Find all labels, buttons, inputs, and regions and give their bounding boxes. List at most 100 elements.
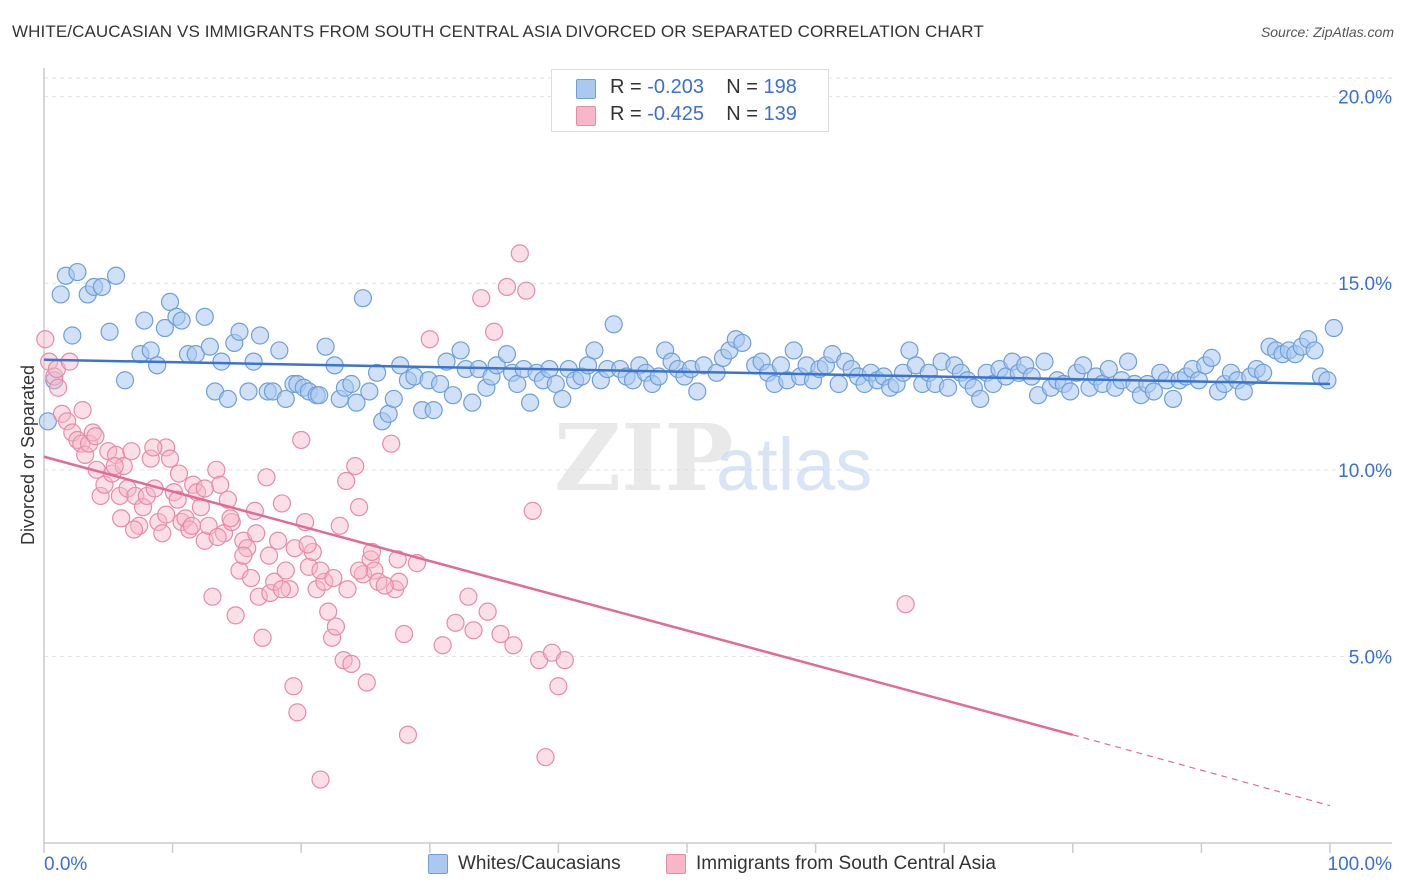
data-point-immigrants xyxy=(349,498,369,517)
data-point-whites xyxy=(463,393,482,412)
data-point-immigrants xyxy=(324,568,343,588)
data-point-whites xyxy=(51,285,70,304)
data-point-immigrants xyxy=(265,572,284,591)
data-point-whites xyxy=(553,389,572,409)
legend-r-value: -0.425 xyxy=(647,103,704,125)
data-point-immigrants xyxy=(36,330,55,349)
data-point-immigrants xyxy=(241,568,261,588)
data-point-immigrants xyxy=(357,673,376,692)
data-point-immigrants xyxy=(149,512,168,532)
data-point-immigrants xyxy=(288,703,307,722)
data-point-immigrants xyxy=(375,576,394,595)
data-point-immigrants xyxy=(346,456,365,476)
data-point-immigrants xyxy=(124,520,144,539)
legend-n-label: N = xyxy=(726,76,758,98)
data-point-whites xyxy=(230,322,249,341)
data-point-immigrants xyxy=(176,509,195,528)
data-point-immigrants xyxy=(221,509,240,528)
data-point-immigrants xyxy=(549,677,568,696)
data-point-immigrants xyxy=(555,651,574,670)
data-point-whites xyxy=(938,378,958,397)
data-point-immigrants xyxy=(72,434,91,453)
bottom-legend-swatch-whites xyxy=(428,854,448,874)
data-point-immigrants xyxy=(110,486,129,506)
data-point-immigrants xyxy=(276,561,295,580)
data-point-immigrants xyxy=(157,505,176,524)
bottom-legend-label-whites: Whites/Caucasians xyxy=(458,853,621,874)
data-point-immigrants xyxy=(322,628,342,647)
y-tick-label: 5.0% xyxy=(1349,647,1392,668)
data-point-immigrants xyxy=(485,322,504,341)
data-point-immigrants xyxy=(337,471,356,491)
data-point-immigrants xyxy=(319,602,338,621)
data-point-whites xyxy=(195,307,214,326)
legend-swatch-whites xyxy=(576,79,596,99)
data-point-whites xyxy=(1202,348,1221,367)
data-point-immigrants xyxy=(896,595,915,614)
legend-r-label: R = xyxy=(610,103,642,125)
data-point-whites xyxy=(342,374,361,394)
data-point-whites xyxy=(244,352,263,371)
data-point-whites xyxy=(100,322,119,341)
data-point-whites xyxy=(155,318,174,338)
data-point-whites xyxy=(688,382,707,401)
legend-r-value: -0.203 xyxy=(647,76,704,98)
trend-line-immigrants xyxy=(43,455,1074,736)
data-point-whites xyxy=(63,326,82,345)
data-point-whites xyxy=(1144,382,1163,401)
y-axis-label: Divorced or Separated xyxy=(18,365,38,545)
data-point-immigrants xyxy=(226,606,245,625)
data-point-whites xyxy=(276,389,295,409)
series-immigrants xyxy=(36,244,915,789)
data-point-immigrants xyxy=(497,277,517,297)
data-point-whites xyxy=(784,341,803,360)
data-point-immigrants xyxy=(389,572,409,591)
data-point-immigrants xyxy=(307,580,326,599)
data-point-whites xyxy=(829,374,848,394)
watermark-zip: ZIP xyxy=(554,404,733,512)
data-point-immigrants xyxy=(60,352,79,371)
data-point-whites xyxy=(585,341,604,360)
data-point-immigrants xyxy=(247,524,266,543)
x-tick-label: 100.0% xyxy=(1328,854,1393,875)
data-point-whites xyxy=(310,386,329,405)
data-point-immigrants xyxy=(298,535,317,554)
data-point-whites xyxy=(106,266,126,285)
data-point-whites xyxy=(1324,318,1343,338)
data-point-whites xyxy=(360,382,379,401)
data-point-immigrants xyxy=(73,401,92,420)
data-point-whites xyxy=(212,352,231,371)
data-point-whites xyxy=(1318,371,1337,390)
data-point-immigrants xyxy=(292,430,311,450)
data-point-whites xyxy=(316,337,335,356)
data-point-whites xyxy=(200,337,219,356)
data-point-immigrants xyxy=(394,624,414,644)
data-point-immigrants xyxy=(523,501,542,520)
legend-n-value: 139 xyxy=(763,103,797,125)
data-point-immigrants xyxy=(330,516,349,535)
data-point-immigrants xyxy=(398,725,418,744)
data-point-immigrants xyxy=(446,613,465,632)
data-point-whites xyxy=(367,363,387,382)
data-point-whites xyxy=(443,386,463,405)
legend: R = -0.203 N = 198 R = -0.425 N = 139 xyxy=(551,69,829,132)
data-point-immigrants xyxy=(280,580,299,599)
data-point-immigrants xyxy=(160,449,180,468)
data-point-immigrants xyxy=(361,550,380,569)
data-point-whites xyxy=(1073,356,1093,375)
data-point-immigrants xyxy=(157,438,176,457)
data-point-immigrants xyxy=(536,748,555,767)
trend-line-immigrants-extrapolated xyxy=(1072,734,1331,807)
data-point-immigrants xyxy=(195,479,214,498)
data-point-whites xyxy=(1035,352,1054,371)
legend-r-label: R = xyxy=(610,76,642,98)
data-point-immigrants xyxy=(105,456,124,476)
data-point-immigrants xyxy=(517,281,536,300)
data-point-whites xyxy=(971,389,990,409)
data-point-immigrants xyxy=(326,617,346,636)
data-point-immigrants xyxy=(122,442,141,461)
data-point-immigrants xyxy=(433,636,452,655)
data-point-whites xyxy=(353,289,373,308)
